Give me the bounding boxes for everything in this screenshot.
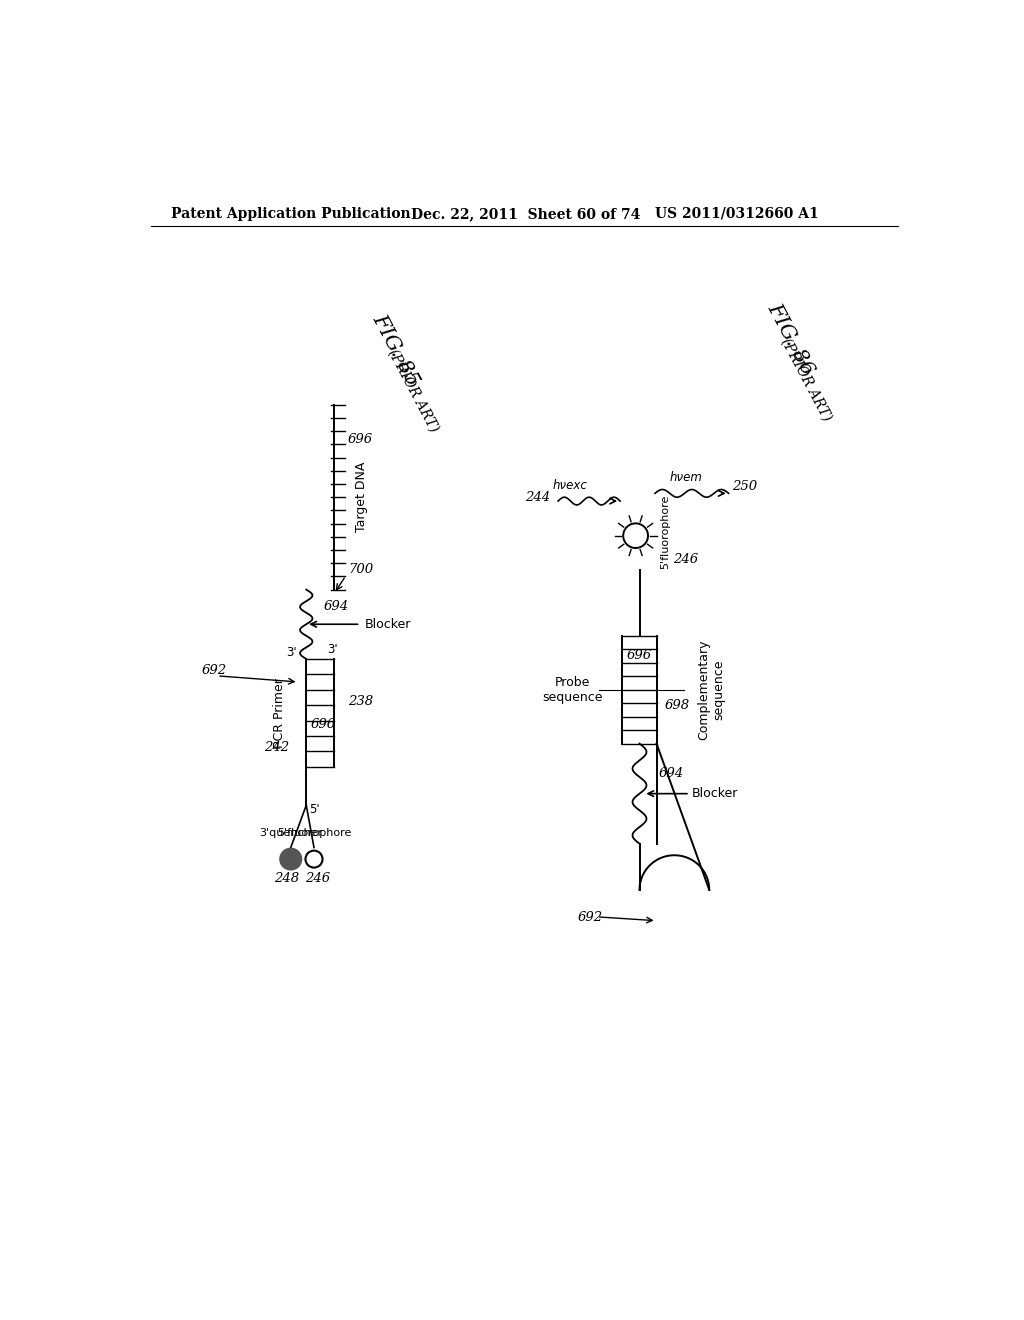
- Text: 700: 700: [348, 562, 373, 576]
- Text: 696: 696: [627, 649, 651, 661]
- Text: 692: 692: [578, 911, 603, 924]
- Text: (PRIOR ART): (PRIOR ART): [385, 347, 441, 434]
- Text: 694: 694: [658, 767, 684, 780]
- Text: Blocker: Blocker: [365, 618, 411, 631]
- Text: Dec. 22, 2011  Sheet 60 of 74: Dec. 22, 2011 Sheet 60 of 74: [411, 207, 640, 220]
- Text: 694: 694: [324, 601, 348, 614]
- Text: 5'fluorophore: 5'fluorophore: [660, 495, 671, 569]
- Text: (PRIOR ART): (PRIOR ART): [778, 335, 834, 424]
- Text: 3': 3': [287, 647, 297, 659]
- Text: Blocker: Blocker: [692, 787, 738, 800]
- Text: 698: 698: [665, 700, 689, 711]
- Text: FIG. 86: FIG. 86: [764, 300, 817, 378]
- Text: 3': 3': [328, 643, 338, 656]
- Text: 250: 250: [732, 479, 758, 492]
- Text: Patent Application Publication: Patent Application Publication: [171, 207, 411, 220]
- Text: FIG. 85: FIG. 85: [369, 312, 422, 389]
- Text: 238: 238: [348, 696, 373, 708]
- Text: 242: 242: [263, 742, 289, 754]
- Text: 246: 246: [305, 873, 331, 886]
- Text: Complementary
sequence: Complementary sequence: [696, 639, 725, 741]
- Text: 696: 696: [310, 718, 335, 731]
- Text: US 2011/0312660 A1: US 2011/0312660 A1: [655, 207, 819, 220]
- Text: PCR Primer: PCR Primer: [272, 678, 286, 747]
- Text: hνexc: hνexc: [552, 479, 587, 492]
- Text: 692: 692: [202, 664, 226, 677]
- Text: 5': 5': [309, 803, 319, 816]
- Text: 248: 248: [274, 873, 299, 886]
- Text: 246: 246: [673, 553, 698, 566]
- Text: 5'fluorophore: 5'fluorophore: [276, 828, 351, 838]
- Text: Probe
sequence: Probe sequence: [542, 676, 602, 704]
- Circle shape: [280, 849, 302, 870]
- Text: 696: 696: [348, 433, 373, 446]
- Text: hνem: hνem: [670, 471, 702, 484]
- Text: 244: 244: [525, 491, 550, 504]
- Text: Target DNA: Target DNA: [354, 462, 368, 532]
- Text: 3'quencher: 3'quencher: [259, 828, 323, 838]
